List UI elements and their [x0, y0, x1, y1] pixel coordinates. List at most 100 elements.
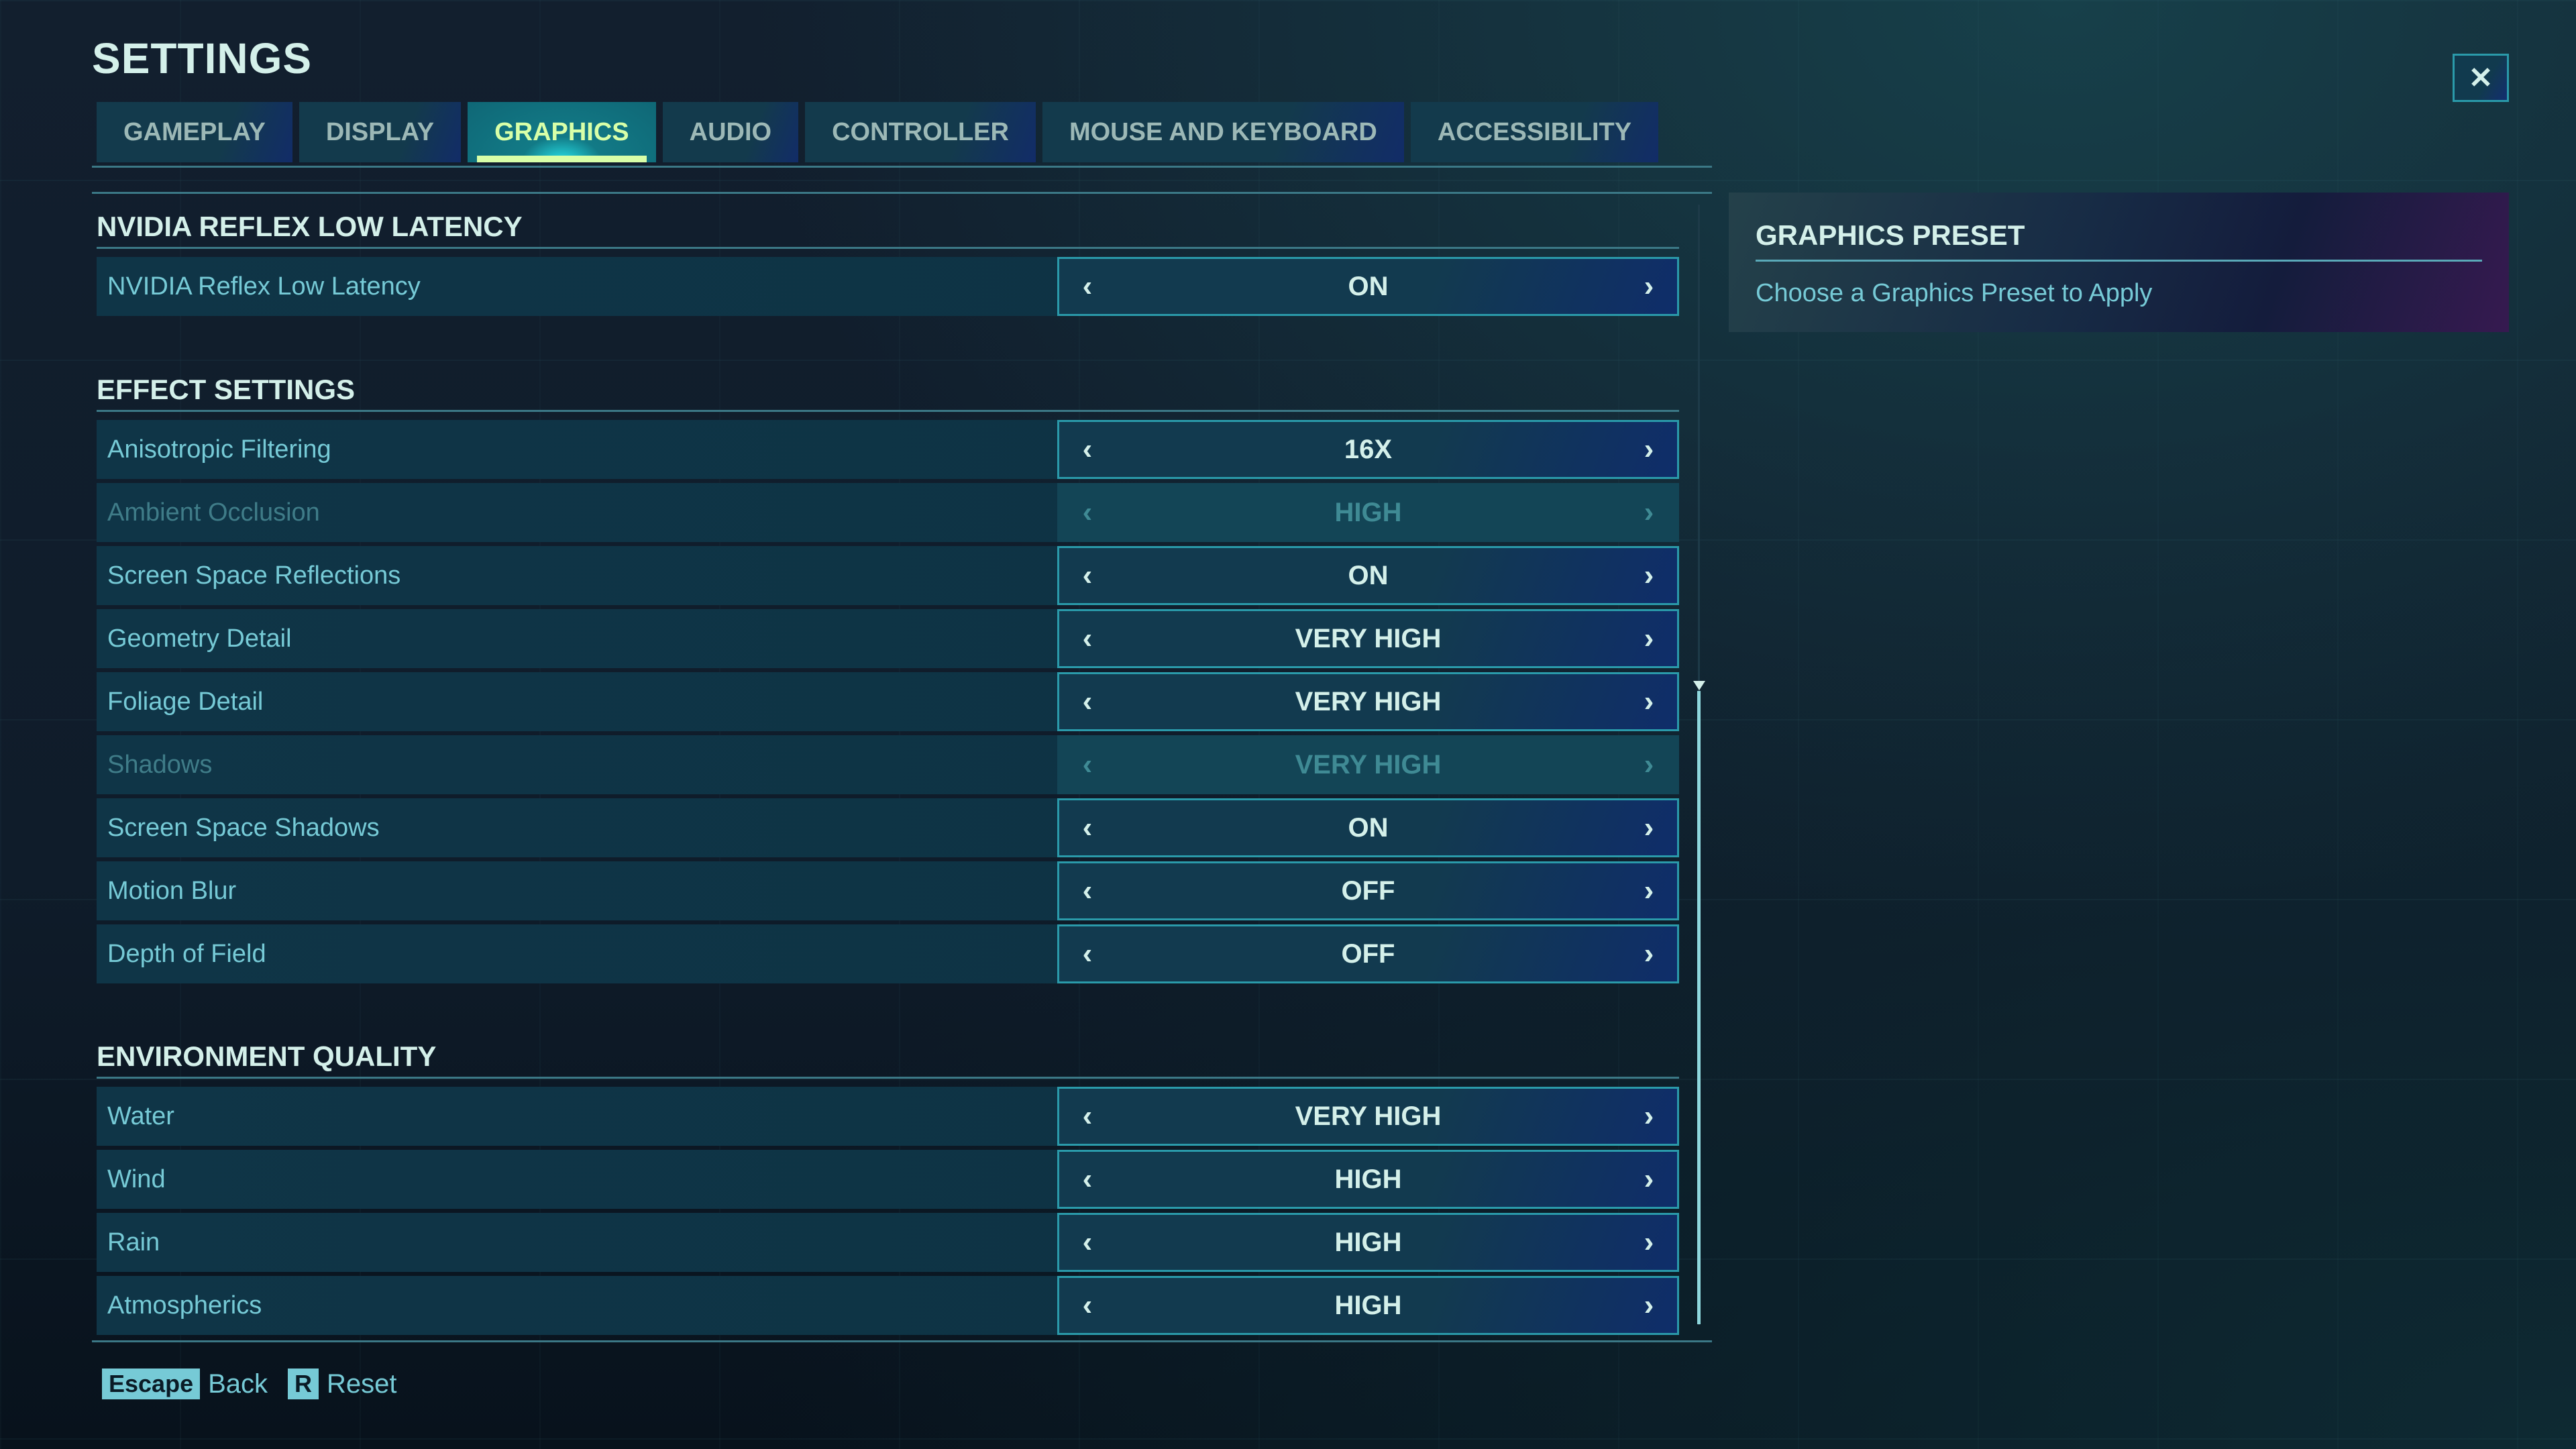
page-title: SETTINGS [92, 34, 313, 83]
chevron-left-icon[interactable]: ‹ [1082, 1289, 1093, 1322]
graphics-preset-panel[interactable]: GRAPHICS PRESET Choose a Graphics Preset… [1729, 193, 2509, 332]
setting-selector[interactable]: ‹ ON › [1057, 546, 1679, 605]
setting-value: 16X [1344, 434, 1393, 464]
chevron-left-icon[interactable]: ‹ [1082, 1163, 1093, 1195]
chevron-right-icon[interactable]: › [1644, 433, 1654, 466]
setting-value: VERY HIGH [1295, 749, 1442, 780]
setting-selector[interactable]: ‹ VERY HIGH › [1057, 1087, 1679, 1146]
section-header: NVIDIA REFLEX LOW LATENCY [97, 211, 523, 242]
section-divider [97, 1077, 1679, 1079]
setting-row-foliage-detail: Foliage Detail ‹ VERY HIGH › [97, 672, 1679, 731]
setting-value: HIGH [1334, 1227, 1402, 1257]
setting-label: Wind [107, 1165, 166, 1193]
setting-value: ON [1348, 560, 1389, 590]
setting-selector[interactable]: ‹ HIGH › [1057, 1276, 1679, 1335]
tab-gameplay[interactable]: GAMEPLAY [97, 102, 292, 162]
scroll-arrow-icon [1693, 681, 1705, 690]
chevron-right-icon[interactable]: › [1644, 1163, 1654, 1195]
setting-selector[interactable]: ‹ ON › [1057, 798, 1679, 857]
chevron-right-icon[interactable]: › [1644, 622, 1654, 655]
chevron-right-icon[interactable]: › [1644, 1289, 1654, 1322]
chevron-left-icon[interactable]: ‹ [1082, 559, 1093, 592]
tab-audio[interactable]: AUDIO [662, 102, 799, 162]
chevron-right-icon[interactable]: › [1644, 874, 1654, 907]
setting-value: HIGH [1334, 1164, 1402, 1194]
tab-bar: GAMEPLAY DISPLAY GRAPHICS AUDIO CONTROLLER MO… [97, 102, 1659, 162]
setting-row-motion-blur: Motion Blur ‹ OFF › [97, 861, 1679, 920]
tab-divider [92, 166, 1712, 168]
section-divider [97, 247, 1679, 249]
chevron-right-icon[interactable]: › [1644, 811, 1654, 844]
tab-mouse-and-keyboard[interactable]: MOUSE AND KEYBOARD [1042, 102, 1404, 162]
chevron-left-icon[interactable]: ‹ [1082, 1226, 1093, 1258]
setting-label: Foliage Detail [107, 687, 264, 716]
content-bottom-divider [92, 1340, 1712, 1342]
preset-description: Choose a Graphics Preset to Apply [1756, 279, 2153, 307]
close-button[interactable]: ✕ [2453, 54, 2509, 102]
chevron-left-icon[interactable]: ‹ [1082, 270, 1093, 303]
scrollbar-thumb[interactable] [1697, 691, 1701, 1324]
setting-value: VERY HIGH [1295, 623, 1442, 653]
reset-hint[interactable]: R Reset [288, 1368, 397, 1399]
preset-divider [1756, 260, 2482, 262]
chevron-left-icon[interactable]: ‹ [1082, 433, 1093, 466]
content-top-divider [92, 192, 1712, 194]
tab-controller[interactable]: CONTROLLER [805, 102, 1036, 162]
setting-selector[interactable]: ‹ HIGH › [1057, 1213, 1679, 1272]
chevron-left-icon[interactable]: ‹ [1082, 937, 1093, 970]
setting-selector[interactable]: ‹ VERY HIGH › [1057, 672, 1679, 731]
section-header: EFFECT SETTINGS [97, 374, 356, 405]
setting-label: Rain [107, 1228, 160, 1256]
chevron-right-icon[interactable]: › [1644, 559, 1654, 592]
setting-label: NVIDIA Reflex Low Latency [107, 272, 421, 301]
setting-selector[interactable]: ‹ HIGH › [1057, 1150, 1679, 1209]
chevron-left-icon[interactable]: ‹ [1082, 1099, 1093, 1132]
setting-label: Geometry Detail [107, 624, 292, 653]
setting-label: Ambient Occlusion [107, 498, 320, 527]
setting-value: OFF [1341, 875, 1395, 906]
setting-row-wind: Wind ‹ HIGH › [97, 1150, 1679, 1209]
chevron-right-icon[interactable]: › [1644, 937, 1654, 970]
chevron-left-icon: ‹ [1082, 748, 1093, 781]
section-nvidia-reflex-low-latency: NVIDIA REFLEX LOW LATENCY NVIDIA Reflex L… [97, 207, 1679, 320]
setting-row-screen-space-reflections: Screen Space Reflections ‹ ON › [97, 546, 1679, 605]
setting-selector[interactable]: ‹ ON › [1057, 257, 1679, 316]
chevron-right-icon[interactable]: › [1644, 1099, 1654, 1132]
setting-label: Screen Space Shadows [107, 813, 380, 842]
setting-selector[interactable]: ‹ OFF › [1057, 861, 1679, 920]
setting-selector[interactable]: ‹ OFF › [1057, 924, 1679, 983]
setting-label: Screen Space Reflections [107, 561, 401, 590]
chevron-left-icon[interactable]: ‹ [1082, 685, 1093, 718]
setting-label: Depth of Field [107, 939, 266, 968]
setting-value: HIGH [1334, 1290, 1402, 1320]
setting-row-shadows: Shadows ‹ VERY HIGH › [97, 735, 1679, 794]
setting-label: Atmospherics [107, 1291, 262, 1320]
setting-label: Anisotropic Filtering [107, 435, 331, 464]
tab-display[interactable]: DISPLAY [299, 102, 462, 162]
tab-graphics[interactable]: GRAPHICS [468, 102, 656, 162]
chevron-left-icon[interactable]: ‹ [1082, 622, 1093, 655]
setting-row-screen-space-shadows: Screen Space Shadows ‹ ON › [97, 798, 1679, 857]
setting-value: VERY HIGH [1295, 1101, 1442, 1131]
chevron-right-icon[interactable]: › [1644, 685, 1654, 718]
escape-key-badge: Escape [102, 1368, 201, 1399]
chevron-left-icon: ‹ [1082, 496, 1093, 529]
setting-row-ambient-occlusion: Ambient Occlusion ‹ HIGH › [97, 483, 1679, 542]
tab-accessibility[interactable]: ACCESSIBILITY [1410, 102, 1659, 162]
setting-row-nvidia-reflex-low-latency: NVIDIA Reflex Low Latency ‹ ON › [97, 257, 1679, 316]
chevron-left-icon[interactable]: ‹ [1082, 874, 1093, 907]
setting-value: VERY HIGH [1295, 686, 1442, 716]
setting-selector[interactable]: ‹ 16X › [1057, 420, 1679, 479]
setting-label: Shadows [107, 750, 213, 779]
reset-label: Reset [327, 1368, 397, 1399]
setting-value: OFF [1341, 938, 1395, 969]
preset-header: GRAPHICS PRESET [1756, 219, 2025, 251]
setting-selector[interactable]: ‹ VERY HIGH › [1057, 609, 1679, 668]
back-hint[interactable]: Escape Back [102, 1368, 268, 1399]
setting-row-depth-of-field: Depth of Field ‹ OFF › [97, 924, 1679, 983]
chevron-right-icon[interactable]: › [1644, 1226, 1654, 1258]
section-environment-quality: ENVIRONMENT QUALITY Water ‹ VERY HIGH › Wind ‹… [97, 1036, 1679, 1339]
chevron-right-icon[interactable]: › [1644, 270, 1654, 303]
setting-value: HIGH [1334, 497, 1402, 527]
chevron-left-icon[interactable]: ‹ [1082, 811, 1093, 844]
